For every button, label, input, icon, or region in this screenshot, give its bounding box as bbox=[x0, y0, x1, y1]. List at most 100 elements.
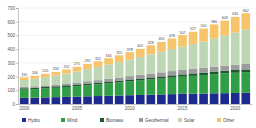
bar-segment bbox=[52, 97, 61, 104]
bar-segment bbox=[157, 52, 166, 73]
bar-segment bbox=[115, 78, 124, 81]
bar-segment bbox=[83, 85, 92, 96]
bar-segment bbox=[168, 49, 177, 71]
series-bars bbox=[20, 64, 250, 88]
x-tick: 2005 bbox=[72, 104, 83, 111]
bar-segment bbox=[30, 89, 39, 98]
x-axis: 20002005201020152020 bbox=[19, 104, 253, 111]
total-labels: 1952062202342522712923123343553784024284… bbox=[21, 9, 249, 77]
grid bbox=[18, 8, 252, 104]
bar-segment bbox=[210, 93, 219, 104]
total-label: 502 bbox=[179, 31, 185, 35]
bar-segment bbox=[125, 82, 134, 96]
bar-segment bbox=[73, 85, 82, 87]
y-axis-line bbox=[16, 9, 19, 105]
legend: HydroWindBiomassGeothermalSolarOther bbox=[22, 118, 235, 123]
bar-segment bbox=[41, 97, 50, 104]
legend-label: Hydro bbox=[28, 118, 41, 123]
bar-segment bbox=[62, 83, 71, 85]
bar-segment bbox=[94, 96, 103, 104]
bar-segment bbox=[125, 52, 134, 60]
bar-segment bbox=[115, 81, 124, 83]
bar-segment bbox=[178, 74, 187, 76]
bar-segment bbox=[189, 94, 198, 104]
x-tick: 2015 bbox=[177, 104, 188, 111]
total-label: 453 bbox=[158, 37, 164, 41]
legend-swatch bbox=[178, 118, 182, 122]
bar-segment bbox=[241, 64, 250, 69]
bar-segment bbox=[104, 58, 113, 64]
bar-segment bbox=[220, 35, 229, 65]
legend-label: Biomass bbox=[106, 118, 124, 123]
bar-segment bbox=[20, 80, 29, 87]
y-tick-label: 500 bbox=[7, 33, 15, 38]
y-tick: 700 bbox=[7, 6, 18, 11]
bar-segment bbox=[241, 72, 250, 93]
bar-segment bbox=[189, 76, 198, 94]
bar-segment bbox=[30, 86, 39, 88]
bar-segment bbox=[168, 71, 177, 75]
legend-item: Other bbox=[217, 118, 235, 123]
bar-segment bbox=[136, 75, 145, 79]
bar-segment bbox=[94, 61, 103, 67]
y-tick-label: 700 bbox=[7, 6, 15, 11]
legend-label: Other bbox=[223, 118, 235, 123]
series-bars bbox=[20, 13, 250, 80]
bar-segment bbox=[168, 94, 177, 104]
bar-segment bbox=[83, 96, 92, 104]
total-label: 402 bbox=[137, 44, 143, 48]
bar-segment bbox=[41, 77, 50, 85]
bar-segment bbox=[41, 89, 50, 98]
bar-segment bbox=[94, 80, 103, 82]
bar-segment bbox=[199, 42, 208, 68]
legend-label: Wind bbox=[67, 118, 78, 123]
bar-segment bbox=[157, 72, 166, 76]
y-tick: 500 bbox=[7, 33, 18, 38]
bar-segment bbox=[157, 76, 166, 78]
total-label: 478 bbox=[169, 34, 175, 38]
total-label: 292 bbox=[85, 59, 91, 63]
bar-segment bbox=[73, 71, 82, 82]
bar-segment bbox=[178, 77, 187, 94]
y-tick-mark bbox=[16, 49, 18, 50]
bar-segment bbox=[83, 81, 92, 83]
total-label: 252 bbox=[63, 65, 69, 69]
bar-segment bbox=[125, 79, 134, 81]
y-tick-label: 400 bbox=[7, 47, 15, 52]
bar-segment bbox=[178, 35, 187, 47]
bar-segment bbox=[231, 33, 240, 65]
total-label: 220 bbox=[42, 69, 48, 73]
bar-segment bbox=[104, 83, 113, 95]
bar-segment bbox=[210, 38, 219, 66]
bar-segment bbox=[220, 66, 229, 71]
bar-segment bbox=[115, 82, 124, 95]
series-bars bbox=[20, 69, 250, 89]
bar-segment bbox=[241, 30, 250, 64]
bar-segment bbox=[178, 94, 187, 104]
bar-segment bbox=[94, 83, 103, 85]
bar-segment bbox=[231, 93, 240, 104]
bar-segment bbox=[241, 69, 250, 72]
bar-segment bbox=[189, 32, 198, 44]
total-label: 428 bbox=[148, 41, 154, 45]
bar-segment bbox=[157, 42, 166, 52]
y-tick-label: 200 bbox=[7, 75, 15, 80]
y-tick-mark bbox=[16, 90, 18, 91]
plot: 0100200300400500600700200020052010201520… bbox=[7, 6, 252, 111]
y-tick-label: 300 bbox=[7, 61, 15, 66]
bar-segment bbox=[199, 73, 208, 75]
x-axis-line bbox=[19, 104, 253, 105]
total-label: 580 bbox=[211, 20, 217, 24]
total-label: 608 bbox=[222, 16, 228, 20]
bar-segment bbox=[125, 95, 134, 104]
bar-segment bbox=[104, 82, 113, 84]
bar-segment bbox=[220, 73, 229, 93]
bar-segment bbox=[20, 98, 29, 104]
bar-segment bbox=[146, 74, 155, 78]
bar-segment bbox=[146, 95, 155, 104]
bar-segment bbox=[83, 84, 92, 86]
total-label: 271 bbox=[74, 62, 80, 66]
total-label: 378 bbox=[127, 48, 133, 52]
y-tick-label: 600 bbox=[7, 20, 15, 25]
bar-segment bbox=[83, 64, 92, 69]
